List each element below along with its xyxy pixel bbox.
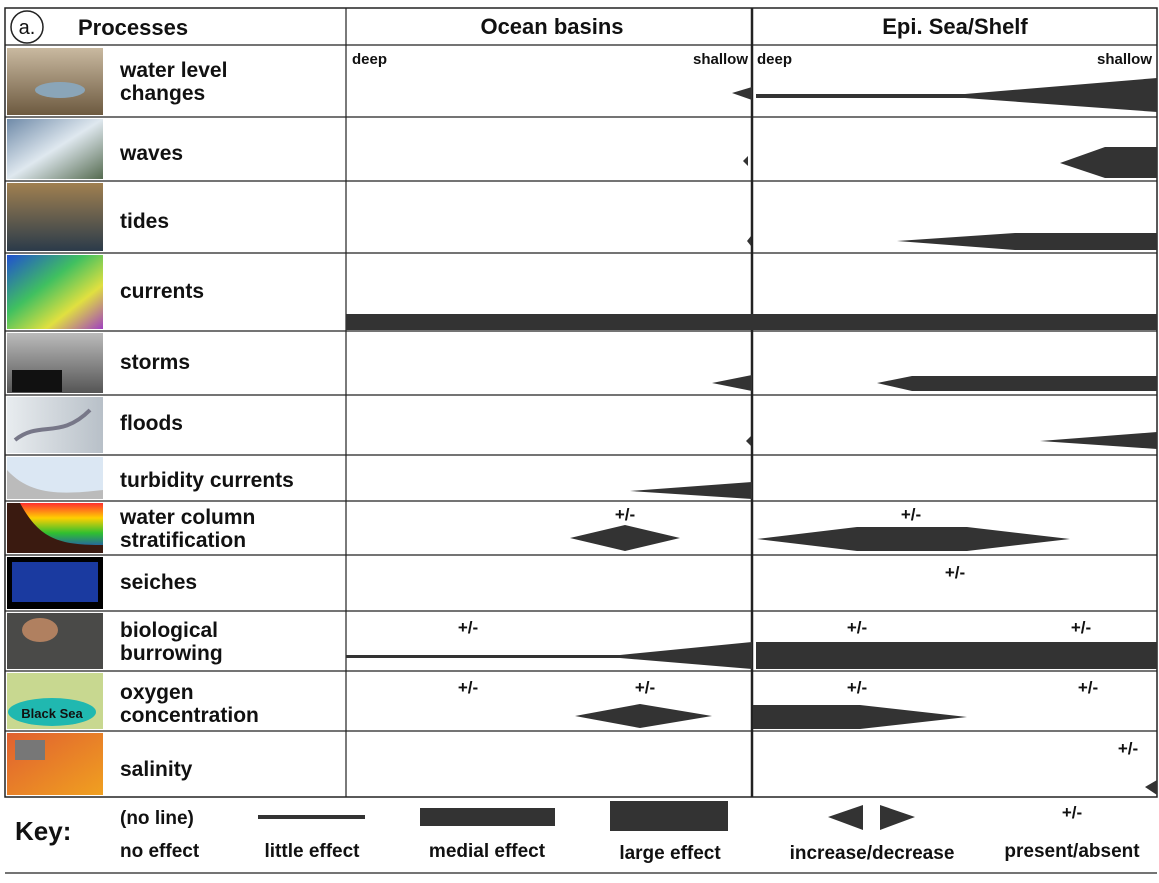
row-label: floods bbox=[120, 412, 183, 435]
present-absent-mark: +/- bbox=[1071, 618, 1091, 637]
row-label: concentration bbox=[120, 704, 259, 727]
table-grid bbox=[4, 7, 1158, 798]
scale-label: shallow bbox=[1097, 51, 1152, 68]
key-label: little effect bbox=[264, 841, 360, 862]
key-label: present/absent bbox=[1004, 841, 1140, 862]
column-header: Epi. Sea/Shelf bbox=[882, 14, 1028, 39]
row-label: currents bbox=[120, 280, 204, 303]
row-label: stratification bbox=[120, 529, 246, 552]
key-swatch bbox=[610, 801, 728, 831]
row-label: storms bbox=[120, 351, 190, 374]
present-absent-mark: +/- bbox=[458, 618, 478, 637]
present-absent-mark: +/- bbox=[901, 505, 921, 524]
key-swatch bbox=[420, 808, 555, 826]
present-absent-mark: +/- bbox=[458, 678, 478, 697]
row-label: changes bbox=[120, 82, 205, 105]
scale-label: deep bbox=[352, 51, 387, 68]
row-label: turbidity currents bbox=[120, 469, 294, 492]
label-circle bbox=[10, 10, 44, 44]
row-label: salinity bbox=[120, 758, 193, 781]
column-header: Processes bbox=[78, 15, 188, 40]
key-swatch bbox=[828, 805, 863, 830]
present-absent-mark: +/- bbox=[1078, 678, 1098, 697]
key-symbol: (no line) bbox=[120, 808, 194, 829]
present-absent-mark: +/- bbox=[847, 618, 867, 637]
row-label: water level bbox=[119, 59, 227, 82]
scale-label: deep bbox=[757, 51, 792, 68]
present-absent-mark: +/- bbox=[945, 563, 965, 582]
row-label: seiches bbox=[120, 571, 197, 594]
row-labels: water level changes waves tides currents… bbox=[119, 59, 294, 781]
panel-label: a. bbox=[19, 17, 36, 39]
row-label: oxygen bbox=[120, 681, 194, 704]
scale-label: shallow bbox=[693, 51, 748, 68]
column-header: Ocean basins bbox=[480, 14, 623, 39]
thumbnails: Black Sea bbox=[7, 48, 103, 795]
row-label: biological bbox=[120, 619, 218, 642]
row-label: tides bbox=[120, 210, 169, 233]
effect-shapes bbox=[346, 78, 1157, 795]
present-absent-mark: +/- bbox=[635, 678, 655, 697]
row-label: waves bbox=[119, 142, 183, 165]
row-label: water column bbox=[119, 506, 255, 529]
image-caption: Black Sea bbox=[21, 706, 83, 721]
present-absent-mark: +/- bbox=[847, 678, 867, 697]
key-symbol: +/- bbox=[1062, 803, 1082, 822]
present-absent-mark: +/- bbox=[1118, 739, 1138, 758]
key-swatch bbox=[258, 815, 365, 819]
row-label: burrowing bbox=[120, 642, 223, 665]
key-swatch bbox=[880, 805, 915, 830]
key-label: increase/decrease bbox=[790, 843, 955, 864]
present-absent-mark: +/- bbox=[615, 505, 635, 524]
key-label: medial effect bbox=[429, 841, 546, 862]
key-label: large effect bbox=[619, 843, 721, 864]
key-label: no effect bbox=[120, 841, 200, 862]
key-title: Key: bbox=[15, 816, 71, 846]
